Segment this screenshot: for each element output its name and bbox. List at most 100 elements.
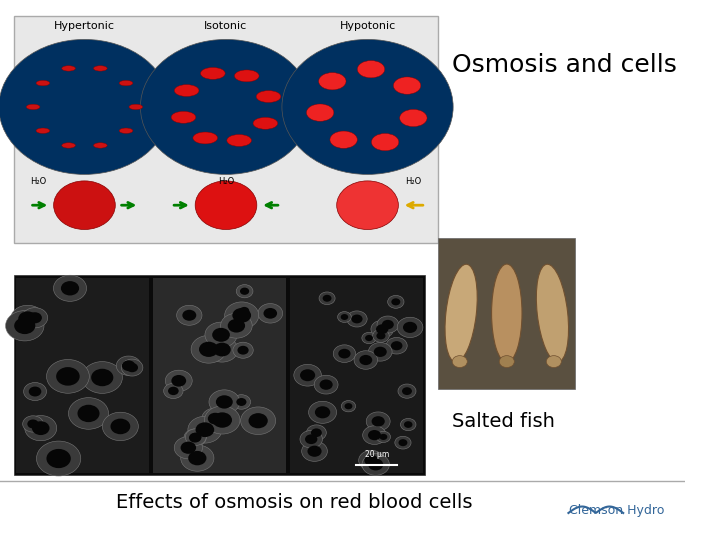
- Ellipse shape: [62, 143, 76, 148]
- Text: Salted fish: Salted fish: [452, 411, 555, 431]
- Circle shape: [181, 445, 214, 471]
- Circle shape: [333, 345, 356, 362]
- Ellipse shape: [492, 264, 522, 362]
- FancyBboxPatch shape: [153, 278, 286, 472]
- Circle shape: [37, 441, 81, 476]
- Circle shape: [176, 305, 202, 325]
- Circle shape: [302, 441, 328, 461]
- Ellipse shape: [256, 91, 281, 103]
- Circle shape: [398, 384, 416, 398]
- Circle shape: [337, 181, 398, 230]
- Circle shape: [305, 434, 318, 444]
- Circle shape: [240, 288, 249, 295]
- Circle shape: [22, 308, 48, 328]
- Circle shape: [359, 450, 384, 470]
- Circle shape: [404, 421, 413, 428]
- Circle shape: [189, 433, 201, 443]
- Circle shape: [78, 405, 99, 422]
- Circle shape: [61, 281, 79, 295]
- Ellipse shape: [36, 128, 50, 133]
- Circle shape: [24, 382, 47, 401]
- Circle shape: [53, 275, 86, 301]
- Circle shape: [395, 436, 411, 449]
- Circle shape: [208, 413, 222, 424]
- Circle shape: [24, 416, 57, 441]
- Ellipse shape: [400, 110, 427, 127]
- FancyBboxPatch shape: [14, 16, 438, 243]
- Text: Hypertonic: Hypertonic: [54, 21, 115, 31]
- Ellipse shape: [129, 104, 143, 110]
- Text: Clemson Hydro: Clemson Hydro: [569, 504, 665, 517]
- Circle shape: [376, 324, 388, 334]
- Circle shape: [341, 401, 356, 412]
- Circle shape: [220, 313, 252, 338]
- Circle shape: [354, 351, 377, 369]
- Circle shape: [294, 364, 321, 386]
- Circle shape: [314, 375, 338, 394]
- Ellipse shape: [171, 111, 196, 123]
- Circle shape: [400, 418, 416, 431]
- Circle shape: [126, 363, 138, 372]
- Circle shape: [239, 307, 249, 315]
- Ellipse shape: [235, 70, 259, 82]
- Circle shape: [369, 342, 392, 361]
- Ellipse shape: [193, 132, 217, 144]
- Circle shape: [323, 295, 331, 302]
- Ellipse shape: [120, 128, 133, 133]
- Circle shape: [300, 369, 315, 381]
- Circle shape: [206, 337, 238, 362]
- Circle shape: [320, 380, 333, 390]
- Circle shape: [205, 322, 237, 348]
- Text: 20 μm: 20 μm: [364, 450, 389, 459]
- Circle shape: [377, 431, 390, 442]
- Circle shape: [195, 181, 257, 230]
- Circle shape: [213, 343, 231, 356]
- Circle shape: [163, 383, 183, 399]
- Text: H₂O: H₂O: [218, 177, 234, 186]
- Text: H₂O: H₂O: [30, 177, 47, 186]
- Circle shape: [236, 285, 253, 298]
- Ellipse shape: [357, 60, 384, 78]
- Circle shape: [196, 422, 215, 437]
- Circle shape: [228, 319, 245, 333]
- Circle shape: [91, 369, 113, 386]
- Circle shape: [188, 451, 207, 465]
- Circle shape: [338, 349, 351, 359]
- Circle shape: [402, 387, 412, 395]
- Circle shape: [258, 303, 283, 323]
- Circle shape: [171, 375, 186, 387]
- Circle shape: [351, 314, 363, 323]
- Circle shape: [363, 426, 386, 444]
- Text: Isotonic: Isotonic: [204, 21, 248, 31]
- Ellipse shape: [94, 66, 107, 71]
- Circle shape: [216, 395, 233, 409]
- Circle shape: [546, 356, 562, 368]
- Text: Hypotonic: Hypotonic: [339, 21, 396, 31]
- Circle shape: [233, 308, 251, 323]
- Circle shape: [307, 446, 322, 457]
- Circle shape: [212, 413, 232, 428]
- Ellipse shape: [372, 133, 399, 151]
- Circle shape: [248, 413, 268, 428]
- Circle shape: [341, 314, 348, 320]
- Circle shape: [238, 346, 248, 355]
- Ellipse shape: [94, 143, 107, 148]
- Text: H₂O: H₂O: [405, 177, 421, 186]
- Circle shape: [140, 39, 312, 174]
- Circle shape: [236, 398, 246, 406]
- Circle shape: [366, 412, 390, 431]
- Circle shape: [391, 341, 402, 350]
- Ellipse shape: [62, 66, 76, 71]
- Circle shape: [29, 387, 41, 396]
- Circle shape: [102, 412, 138, 441]
- Circle shape: [11, 305, 45, 332]
- Circle shape: [181, 442, 196, 454]
- Circle shape: [338, 312, 351, 322]
- Circle shape: [368, 458, 383, 470]
- Circle shape: [344, 403, 352, 409]
- Ellipse shape: [330, 131, 357, 148]
- Ellipse shape: [393, 77, 420, 94]
- Circle shape: [392, 298, 400, 306]
- Circle shape: [377, 316, 399, 333]
- Circle shape: [117, 356, 141, 375]
